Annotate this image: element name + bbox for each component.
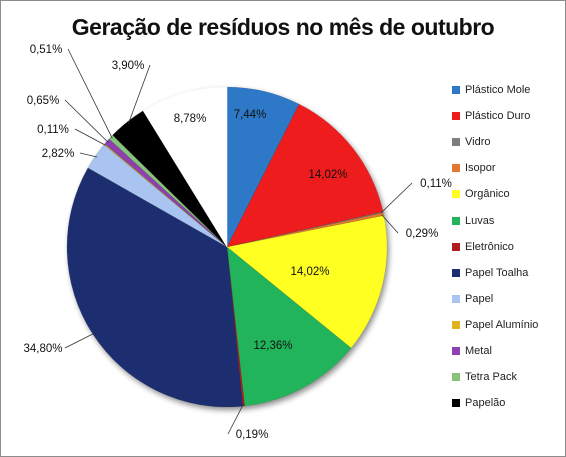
- leader-line-papelao: [128, 64, 151, 124]
- data-label-papel: 2,82%: [42, 148, 75, 160]
- data-label-unlabeled: 8,78%: [174, 113, 207, 125]
- legend-swatch: [452, 190, 460, 199]
- legend-label: Plástico Duro: [465, 110, 531, 123]
- legend-item-papelao: Papelão: [452, 395, 505, 411]
- data-label-eletronico: 0,19%: [236, 429, 269, 441]
- legend-label: Metal: [465, 345, 492, 357]
- legend-swatch: [452, 268, 460, 277]
- legend-label: Orgânico: [465, 188, 510, 201]
- leader-line-vidro: [380, 182, 413, 213]
- legend-item-eletronico: Eletrônico: [452, 239, 514, 255]
- leader-line-metal: [64, 99, 109, 143]
- pie-slice-plastico-duro: [226, 103, 384, 248]
- legend-swatch: [452, 242, 460, 251]
- leader-line-tetra-pack: [67, 48, 113, 139]
- data-label-isopor: 0,29%: [406, 228, 439, 240]
- legend-swatch: [452, 216, 460, 225]
- legend-label: Plástico Mole: [465, 84, 531, 96]
- legend-swatch: [452, 164, 460, 173]
- legend-item-papel-aluminio: Papel Alumínio: [452, 317, 538, 333]
- data-label-plastico-duro: 14,02%: [308, 169, 347, 181]
- legend-swatch: [452, 112, 460, 121]
- chart-title: Geração de resíduos no mês de outubro: [71, 14, 495, 40]
- legend-item-organico: Orgânico: [452, 186, 510, 202]
- legend-item-isopor: Isopor: [452, 160, 496, 176]
- legend-item-papel-toalha: Papel Toalha: [452, 265, 528, 281]
- data-label-metal: 0,65%: [27, 95, 60, 107]
- data-label-vidro: 0,11%: [420, 178, 452, 190]
- pie-slice-unlabeled: [142, 86, 228, 249]
- legend-item-vidro: Vidro: [452, 134, 490, 150]
- legend-item-plastico-duro: Plástico Duro: [452, 108, 530, 124]
- legend-item-papel: Papel: [452, 291, 493, 307]
- legend-label: Papelão: [465, 397, 506, 410]
- data-label-organico: 14,02%: [290, 266, 329, 278]
- legend-swatch: [452, 138, 460, 147]
- leader-line-papel-toalha: [64, 332, 95, 349]
- legend-label: Isopor: [465, 162, 496, 175]
- leader-line-papel: [79, 152, 98, 158]
- data-label-tetra-pack: 0,51%: [30, 44, 63, 56]
- legend-swatch: [452, 294, 460, 303]
- legend-label: Papel Alumínio: [465, 318, 539, 331]
- legend-swatch: [452, 320, 460, 329]
- legend-label: Tetra Pack: [465, 371, 517, 384]
- data-label-papel-toalha: 34,80%: [23, 343, 62, 355]
- pie-slice-luvas: [226, 246, 352, 407]
- leader-line-papel-aluminio: [74, 128, 107, 146]
- data-label-plastico-mole: 7,44%: [234, 109, 267, 121]
- data-label-papelao: 3,90%: [112, 60, 145, 72]
- legend-item-luvas: Luvas: [452, 213, 494, 229]
- legend-label: Papel: [465, 292, 494, 305]
- pie-slice-organico: [226, 215, 388, 349]
- leader-line-eletronico: [227, 403, 244, 435]
- legend-item-plastico-mole: Plástico Mole: [452, 82, 530, 98]
- legend-item-tetra-pack: Tetra Pack: [452, 369, 517, 385]
- data-label-papel-aluminio: 0,11%: [37, 124, 69, 136]
- legend-swatch: [452, 347, 460, 355]
- legend-item-metal: Metal: [452, 343, 492, 359]
- legend-label: Eletrônico: [465, 240, 514, 253]
- legend-swatch: [452, 86, 460, 94]
- legend-label: Luvas: [465, 214, 495, 227]
- legend-swatch: [452, 399, 460, 408]
- data-label-luvas: 12,36%: [253, 340, 292, 352]
- legend-label: Papel Toalha: [465, 266, 529, 279]
- leader-line-isopor: [381, 214, 399, 234]
- legend-label: Vidro: [465, 136, 491, 149]
- legend-swatch: [452, 373, 460, 382]
